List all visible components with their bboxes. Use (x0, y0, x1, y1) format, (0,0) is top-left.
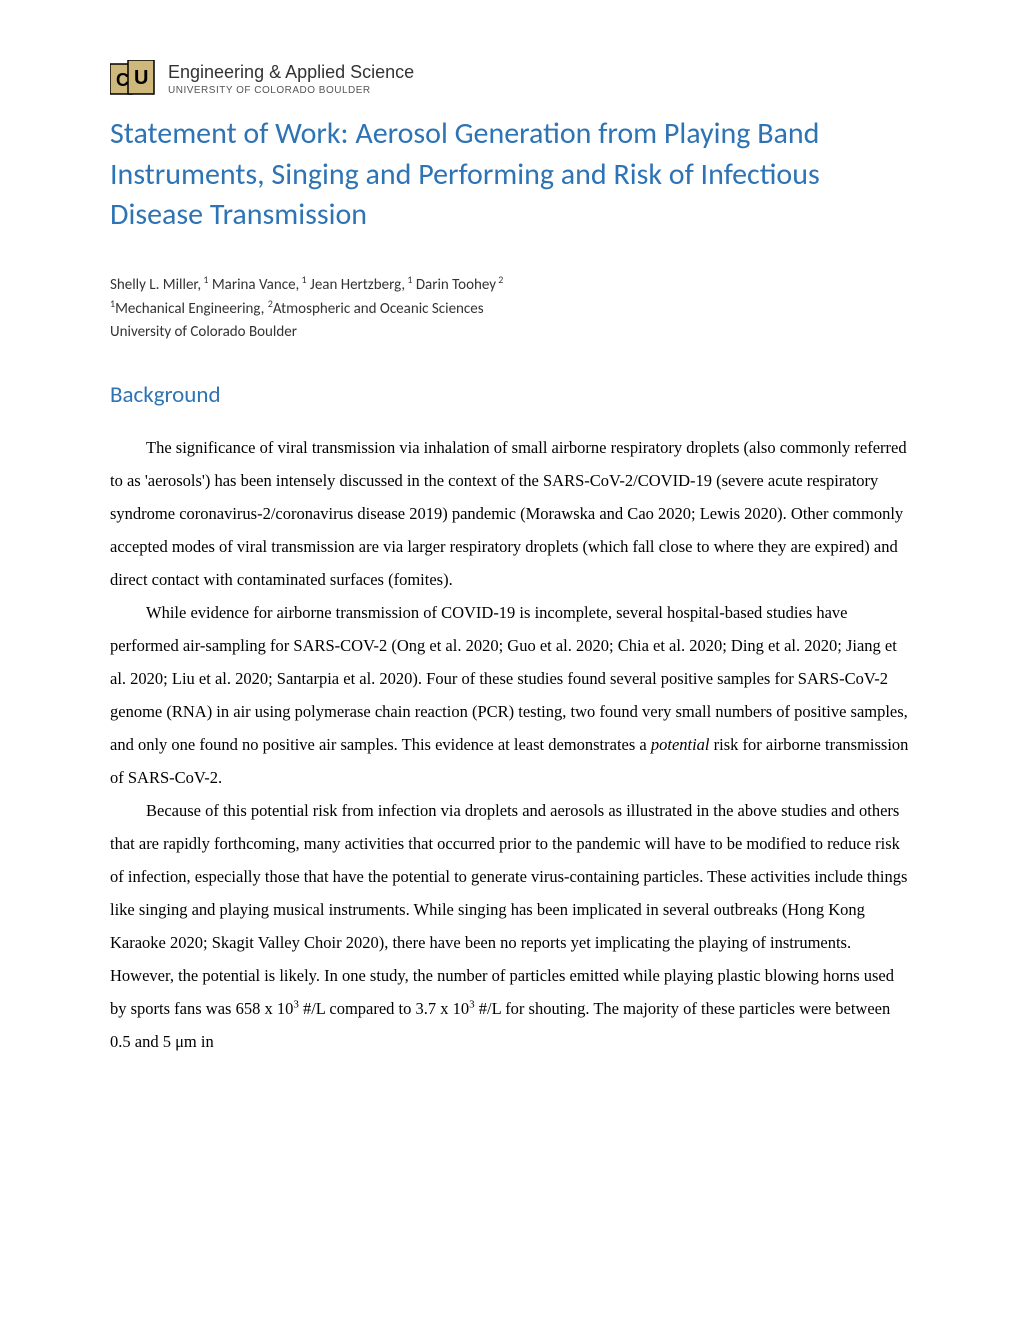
paragraph-2: While evidence for airborne transmission… (110, 596, 910, 794)
svg-text:U: U (134, 67, 148, 89)
paragraph-3: Because of this potential risk from infe… (110, 794, 910, 1058)
authors-affiliation: 1Mechanical Engineering, 2Atmospheric an… (110, 296, 910, 321)
logo-main-text: Engineering & Applied Science (168, 62, 414, 83)
cu-logo-icon: C U (110, 60, 156, 98)
section-heading-background: Background (110, 381, 910, 409)
document-title: Statement of Work: Aerosol Generation fr… (110, 114, 910, 236)
header-logo: C U Engineering & Applied Science UNIVER… (110, 60, 910, 98)
authors-block: Shelly L. Miller, 1 Marina Vance, 1 Jean… (110, 272, 910, 344)
authors-line1: Shelly L. Miller, 1 Marina Vance, 1 Jean… (110, 272, 910, 297)
logo-text-block: Engineering & Applied Science UNIVERSITY… (168, 62, 414, 96)
svg-text:C: C (116, 70, 129, 90)
logo-sub-text: UNIVERSITY OF COLORADO BOULDER (168, 85, 414, 96)
paragraph-1: The significance of viral transmission v… (110, 431, 910, 596)
authors-university: University of Colorado Boulder (110, 321, 910, 344)
body-text: The significance of viral transmission v… (110, 431, 910, 1058)
